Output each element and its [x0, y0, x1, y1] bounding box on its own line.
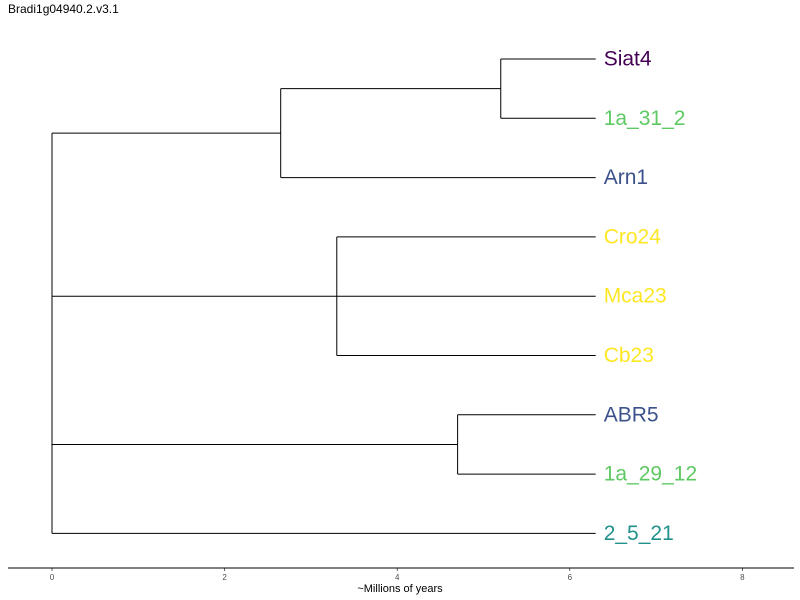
tip-label: Siat4 — [604, 48, 652, 71]
tip-label: Cro24 — [604, 225, 662, 248]
x-tick-label: 4 — [395, 573, 400, 582]
tip-label: Cb23 — [604, 344, 654, 367]
branch-group — [51, 58, 596, 534]
x-axis: 0 2 4 6 8 — [8, 567, 794, 582]
tip-label: 1a_31_2 — [604, 107, 686, 130]
tip-label-group: Siat4 1a_31_2 Arn1 Cro24 Mca23 Cb23 ABR5 1a_29_… — [604, 48, 697, 545]
tip-label: 1a_29_12 — [604, 463, 697, 486]
tip-label: ABR5 — [604, 403, 659, 426]
tip-label: 2_5_21 — [604, 522, 674, 545]
x-tick-label: 6 — [568, 573, 573, 582]
tip-label: Mca23 — [604, 285, 667, 308]
x-tick-label: 2 — [222, 573, 227, 582]
x-tick-label: 0 — [50, 573, 55, 582]
chart-title: Bradi1g04940.2.v3.1 — [8, 2, 119, 16]
x-tick-label: 8 — [740, 573, 745, 582]
tip-label: Arn1 — [604, 166, 648, 189]
x-axis-title: ~Millions of years — [357, 583, 443, 595]
